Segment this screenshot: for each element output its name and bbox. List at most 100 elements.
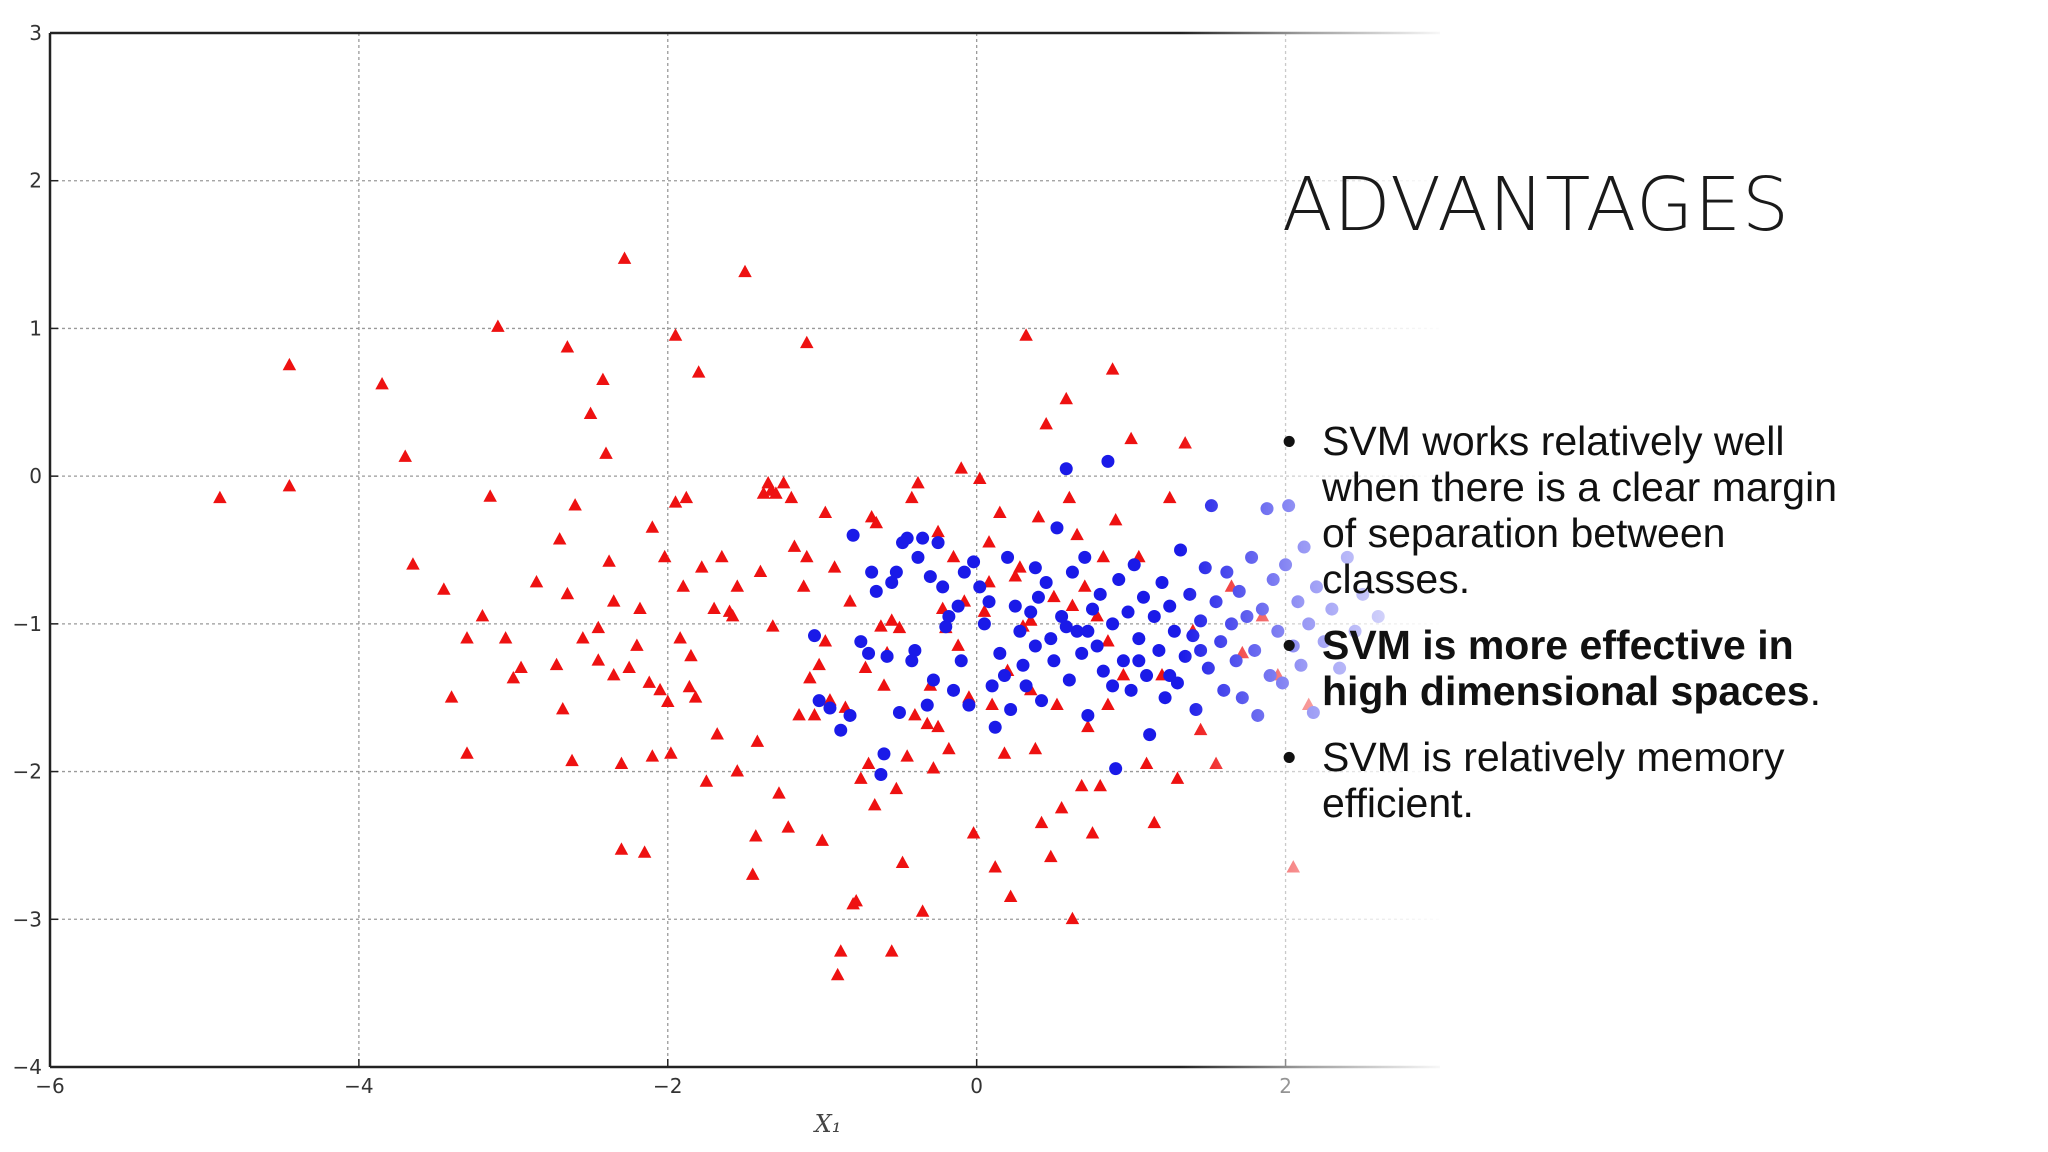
- blue-circle-point: [977, 617, 991, 631]
- red-triangle-point: [1081, 719, 1095, 733]
- red-triangle-point: [920, 716, 934, 730]
- red-triangle-point: [1286, 860, 1301, 873]
- blue-circle-point: [1047, 654, 1061, 668]
- blue-circle-point: [1124, 683, 1138, 697]
- blue-circle-point: [1065, 565, 1079, 579]
- blue-circle-point: [1183, 587, 1197, 601]
- y-tick-label: 0: [29, 464, 42, 488]
- blue-circle-point: [1062, 673, 1076, 687]
- red-triangle-point: [506, 671, 521, 684]
- blue-circle-point: [1152, 643, 1166, 657]
- blue-circle-point: [936, 580, 950, 594]
- red-triangle-point: [699, 774, 714, 787]
- red-triangle-point: [776, 476, 791, 489]
- y-tick-label: 2: [29, 169, 42, 193]
- blue-circle-point: [1178, 649, 1192, 663]
- red-triangle-point: [583, 406, 598, 419]
- red-triangle-point: [834, 944, 848, 957]
- red-triangle-point: [954, 461, 968, 474]
- blue-circle-point: [1140, 669, 1154, 683]
- red-triangle-point: [560, 586, 575, 600]
- red-triangle-point: [1096, 549, 1111, 563]
- red-triangle-point: [867, 798, 882, 811]
- y-tick-label: −3: [13, 907, 42, 931]
- red-triangle-point: [668, 495, 683, 508]
- red-triangle-point: [1039, 416, 1053, 430]
- red-triangle-point: [475, 608, 490, 622]
- red-triangle-point: [738, 264, 752, 278]
- red-triangle-point: [529, 574, 544, 588]
- blue-circle-point: [1163, 669, 1177, 683]
- blue-circle-point: [1055, 609, 1069, 623]
- blue-circle-point: [812, 694, 826, 708]
- red-triangle-point: [688, 690, 703, 703]
- x-tick-label: 0: [970, 1074, 983, 1098]
- bullet-text: SVM works relatively well when there is …: [1322, 418, 1838, 602]
- red-triangle-point: [884, 613, 899, 626]
- red-triangle-point: [1101, 697, 1115, 710]
- x-tick-label: −4: [344, 1074, 373, 1098]
- red-triangle-point: [1013, 560, 1027, 573]
- blue-circle-point: [1093, 587, 1107, 601]
- red-triangle-point: [568, 498, 582, 511]
- blue-circle-point: [1039, 575, 1053, 589]
- blue-circle-point: [1143, 728, 1157, 742]
- blue-circle-point: [823, 701, 837, 715]
- red-triangle-point: [565, 753, 579, 767]
- red-triangle-point: [769, 486, 783, 499]
- red-triangle-point: [1108, 512, 1123, 526]
- red-triangle-point: [1170, 771, 1185, 784]
- red-triangle-point: [1059, 391, 1073, 405]
- red-triangle-point: [1047, 589, 1061, 603]
- blue-circle-point: [1031, 590, 1045, 604]
- blue-circle-point: [1019, 679, 1033, 693]
- red-triangle-point: [1074, 778, 1089, 792]
- red-triangle-point: [645, 520, 660, 533]
- blue-circle-point: [985, 679, 999, 693]
- red-triangle-point: [661, 694, 675, 708]
- blue-circle-point: [877, 747, 891, 761]
- blue-circle-point: [1217, 683, 1231, 697]
- blue-circle-point: [874, 768, 888, 782]
- blue-circle-point: [1266, 573, 1280, 587]
- blue-circle-point: [962, 698, 976, 712]
- blue-circle-point: [1251, 708, 1265, 722]
- blue-circle-point: [957, 565, 971, 579]
- blue-circle-point: [854, 635, 868, 649]
- blue-circle-point: [1245, 550, 1259, 564]
- red-triangle-point: [807, 707, 822, 721]
- red-triangle-point: [781, 820, 795, 833]
- red-triangle-point: [993, 505, 1007, 518]
- red-triangle-point: [622, 660, 636, 674]
- blue-circle-point: [1035, 694, 1049, 708]
- blue-circle-point: [880, 649, 894, 663]
- bullet-list: SVM works relatively well when there is …: [1282, 418, 1882, 846]
- red-triangle-point: [962, 690, 976, 703]
- blue-circle-point: [1189, 703, 1203, 717]
- red-triangle-point: [766, 619, 780, 632]
- red-triangle-point: [854, 771, 868, 784]
- red-triangle-point: [946, 549, 961, 563]
- y-tick-label: −1: [13, 612, 42, 636]
- blue-circle-point: [862, 646, 876, 660]
- red-triangle-point: [1105, 362, 1120, 375]
- blue-circle-point: [1109, 762, 1123, 776]
- red-triangle-point: [1090, 608, 1104, 622]
- red-triangle-point: [556, 702, 570, 715]
- blue-circle-point: [1081, 708, 1095, 722]
- y-tick-label: 1: [29, 316, 42, 340]
- red-triangle-point: [591, 620, 606, 634]
- blue-circle-point: [931, 536, 945, 550]
- red-triangle-point: [895, 855, 910, 869]
- red-triangle-point: [602, 554, 616, 567]
- blue-circle-point: [1081, 624, 1095, 638]
- red-triangle-point: [905, 490, 919, 504]
- blue-circle-point: [885, 575, 899, 589]
- blue-circle-point: [1194, 614, 1208, 628]
- red-triangle-point: [576, 631, 590, 644]
- blue-circle-point: [973, 580, 987, 594]
- blue-circle-point: [1024, 605, 1038, 619]
- x-tick-label: −2: [653, 1074, 682, 1098]
- red-triangle-point: [514, 660, 528, 674]
